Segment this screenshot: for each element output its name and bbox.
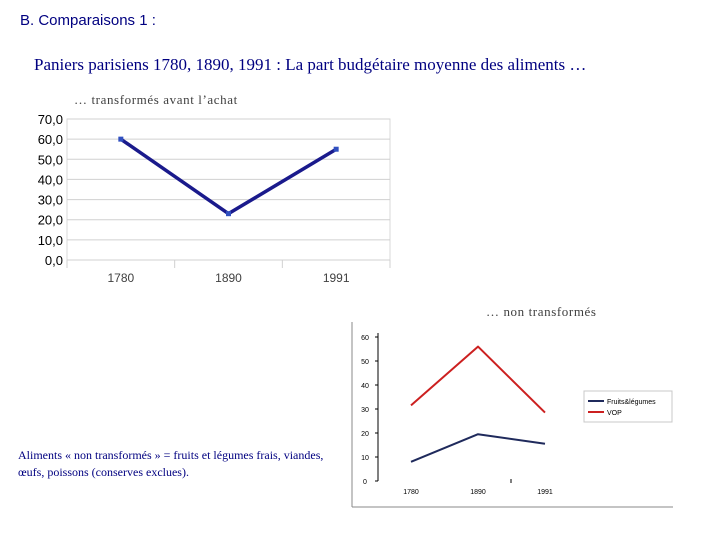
chart2-y-tick-label: 50 [361, 359, 369, 366]
chart1-data-point [333, 146, 339, 152]
chart1-x-tick-label: 1780 [107, 271, 134, 285]
chart2-x-tick-label: 1890 [470, 489, 486, 496]
chart1-data-point [226, 211, 231, 217]
chart1-y-tick-label: 0,0 [45, 253, 63, 268]
chart1-data-point [118, 136, 124, 142]
chart1-x-tick-label: 1991 [323, 271, 350, 285]
chart2-legend-label: Fruits&légumes [607, 399, 656, 406]
chart2-legend-label: VOP [607, 410, 622, 417]
chart1-y-tick-label: 60,0 [38, 132, 63, 147]
chart2-y-tick-label: 0 [363, 479, 367, 486]
chart2-series-line-fruits-legumes [410, 433, 546, 463]
chart2-y-tick-label: 40 [361, 383, 369, 390]
chart1-y-tick-label: 30,0 [38, 193, 63, 208]
definition-note: Aliments « non transformés » = fruits et… [18, 448, 324, 479]
chart2-y-tick-label: 10 [361, 455, 369, 462]
slide-title: Paniers parisiens 1780, 1890, 1991 : La … [34, 55, 587, 74]
chart1-y-tick-label: 20,0 [38, 213, 63, 228]
chart2-series-line-vop [410, 345, 546, 414]
chart2-y-tick-label: 60 [361, 335, 369, 342]
chart1-caption: … transformés avant l’achat [74, 92, 238, 107]
chart1-y-tick-label: 50,0 [38, 152, 63, 167]
chart2-caption: … non transformés [486, 304, 597, 319]
chart1-y-tick-label: 70,0 [38, 112, 63, 127]
chart2-y-tick-label: 20 [361, 431, 369, 438]
chart1-x-tick-label: 1890 [215, 271, 242, 285]
chart1-y-tick-label: 10,0 [38, 233, 63, 248]
chart1-y-tick-label: 40,0 [38, 172, 63, 187]
chart2-x-tick-label: 1991 [537, 489, 553, 496]
chart2-y-tick-label: 30 [361, 407, 369, 414]
chart2-legend [583, 390, 673, 423]
chart2-x-tick-label: 1780 [403, 489, 419, 496]
chart1-plot-area [66, 118, 391, 261]
section-title: B. Comparaisons 1 : [20, 12, 156, 29]
